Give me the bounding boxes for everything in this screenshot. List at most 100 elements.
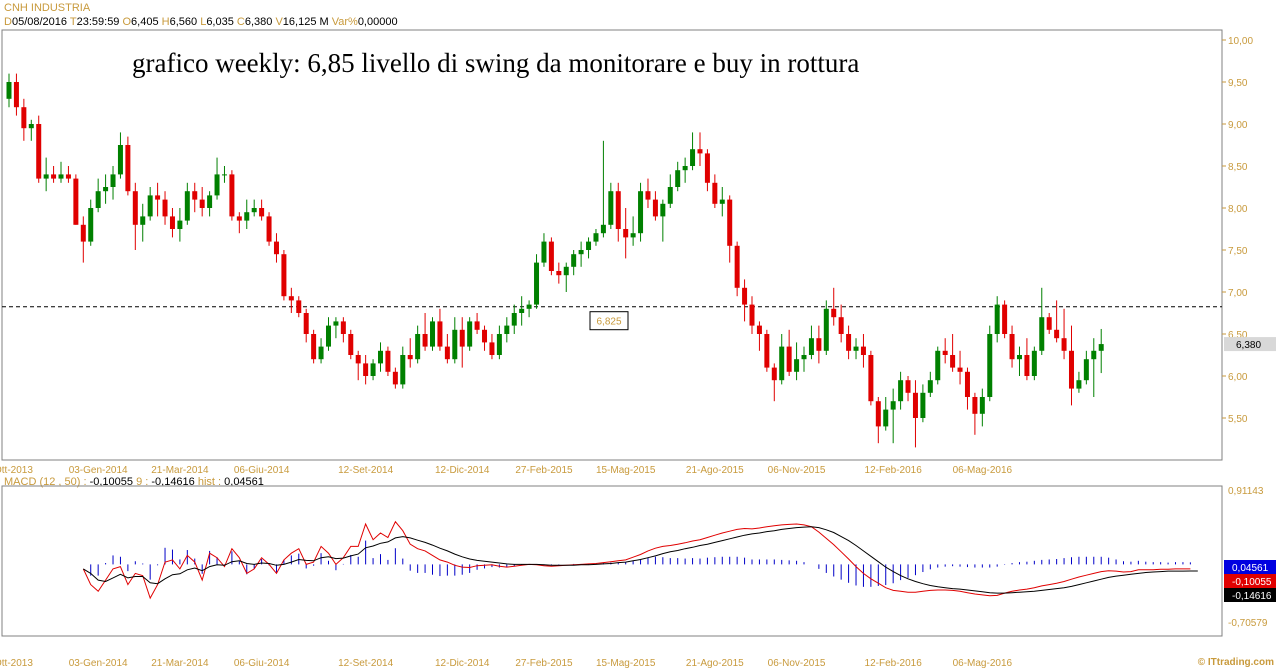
candle-body bbox=[957, 367, 963, 372]
candle-body bbox=[912, 392, 918, 418]
x-tick-label: 06-Mag-2016 bbox=[953, 658, 1013, 668]
candle-body bbox=[155, 195, 161, 200]
candle-body bbox=[511, 313, 517, 326]
candle-body bbox=[883, 409, 889, 427]
candle-body bbox=[162, 199, 168, 217]
candle-body bbox=[563, 266, 569, 276]
ohlc-key: D bbox=[4, 16, 12, 28]
candle-body bbox=[474, 321, 480, 330]
candle-body bbox=[452, 329, 458, 360]
ohlc-value: 0,00000 bbox=[357, 16, 398, 28]
candle-body bbox=[727, 199, 733, 246]
candle-body bbox=[541, 241, 547, 263]
macd-readout: MACD (12 , 50) : -0,10055 9 : -0,14616 h… bbox=[4, 476, 264, 489]
x-tick-label: 15-Mag-2015 bbox=[596, 465, 656, 476]
candle-body bbox=[1002, 304, 1008, 334]
ohlc-key: T bbox=[69, 16, 77, 28]
candle-body bbox=[853, 346, 859, 351]
candle-body bbox=[1076, 380, 1082, 389]
signal-line bbox=[83, 526, 1198, 594]
candles-group bbox=[6, 73, 1104, 448]
candle-body bbox=[504, 325, 510, 334]
candle-body bbox=[593, 233, 599, 242]
candle-body bbox=[823, 308, 829, 351]
signal-param: 9 : bbox=[136, 476, 152, 488]
candle-body bbox=[340, 321, 346, 334]
y-tick-label: 6,50 bbox=[1228, 330, 1248, 341]
candle-body bbox=[28, 124, 34, 129]
candle-body bbox=[489, 342, 495, 355]
candle-body bbox=[236, 216, 242, 221]
x-tick-label: 03-Gen-2014 bbox=[69, 658, 128, 668]
macd-panel-frame bbox=[1, 485, 1223, 637]
x-tick-label: 27-Feb-2015 bbox=[515, 658, 573, 668]
candle-body bbox=[979, 397, 985, 414]
level-label: 6,825 bbox=[596, 317, 621, 328]
candle-body bbox=[6, 82, 12, 99]
candle-body bbox=[385, 350, 391, 372]
macd-value-tag bbox=[1224, 560, 1276, 574]
candle-body bbox=[1091, 350, 1097, 360]
macd-y-tick-label: -0,70579 bbox=[1228, 618, 1268, 629]
macd-name: MACD (12 , 50) : bbox=[4, 476, 90, 488]
x-tick-label: 12-Dic-2014 bbox=[435, 658, 490, 668]
candle-body bbox=[794, 359, 800, 372]
macd-value-tag-label: -0,14616 bbox=[1232, 591, 1272, 602]
candle-body bbox=[667, 187, 673, 204]
candle-body bbox=[88, 208, 94, 242]
ohlc-value: 6,035 bbox=[206, 16, 237, 28]
candle-body bbox=[682, 166, 688, 171]
x-tick-label: 06-Nov-2015 bbox=[768, 658, 826, 668]
candle-body bbox=[370, 363, 376, 376]
candle-body bbox=[548, 241, 554, 271]
candle-body bbox=[660, 203, 666, 217]
x-tick-label: 21-Mar-2014 bbox=[151, 658, 209, 668]
candle-body bbox=[875, 401, 881, 427]
candle-body bbox=[942, 350, 948, 355]
candle-body bbox=[21, 107, 27, 129]
candle-body bbox=[296, 300, 302, 313]
x-tick-label: 27-Feb-2015 bbox=[515, 465, 573, 476]
x-tick-label: 12-Feb-2016 bbox=[865, 465, 923, 476]
candle-body bbox=[169, 216, 175, 229]
candle-body bbox=[950, 355, 956, 368]
ohlc-key: O bbox=[122, 16, 132, 28]
y-tick-label: 5,50 bbox=[1228, 414, 1248, 425]
candle-body bbox=[333, 321, 339, 326]
candle-body bbox=[615, 191, 621, 229]
candle-body bbox=[935, 350, 941, 381]
candle-body bbox=[207, 195, 213, 208]
y-tick-label: 10,00 bbox=[1228, 36, 1253, 47]
candle-body bbox=[816, 338, 822, 351]
candle-body bbox=[273, 241, 279, 255]
hist-value: 0,04561 bbox=[224, 476, 264, 488]
macd-y-tick-label: 0,91143 bbox=[1228, 486, 1264, 497]
candle-body bbox=[229, 174, 235, 217]
candle-body bbox=[266, 216, 272, 242]
candle-body bbox=[378, 350, 383, 364]
candle-body bbox=[325, 325, 331, 347]
candle-body bbox=[779, 346, 785, 381]
candle-body bbox=[199, 199, 205, 208]
candle-body bbox=[734, 245, 740, 288]
ohlc-value: 23:59:59 bbox=[76, 16, 123, 28]
x-tick-label: 06-Giu-2014 bbox=[234, 465, 290, 476]
ohlc-key: V bbox=[275, 16, 283, 28]
candle-body bbox=[1046, 317, 1052, 330]
candle-body bbox=[103, 187, 109, 192]
candle-body bbox=[392, 371, 398, 385]
y-tick-label: 7,00 bbox=[1228, 288, 1248, 299]
macd-value-tag-label: -0,10055 bbox=[1232, 577, 1272, 588]
candle-body bbox=[927, 380, 933, 393]
x-tick-label: 12-Set-2014 bbox=[338, 658, 393, 668]
ohlc-value: 05/08/2016 bbox=[11, 16, 70, 28]
candle-body bbox=[645, 191, 651, 200]
x-tick-label: 21-Ago-2015 bbox=[686, 658, 744, 668]
x-tick-label: 8-Ott-2013 bbox=[0, 465, 33, 476]
candle-body bbox=[801, 355, 807, 360]
signal-value: -0,14616 bbox=[151, 476, 198, 488]
candle-body bbox=[125, 145, 131, 192]
x-tick-label: 06-Giu-2014 bbox=[234, 658, 290, 668]
brand-label: © ITtrading.com bbox=[1197, 657, 1274, 668]
